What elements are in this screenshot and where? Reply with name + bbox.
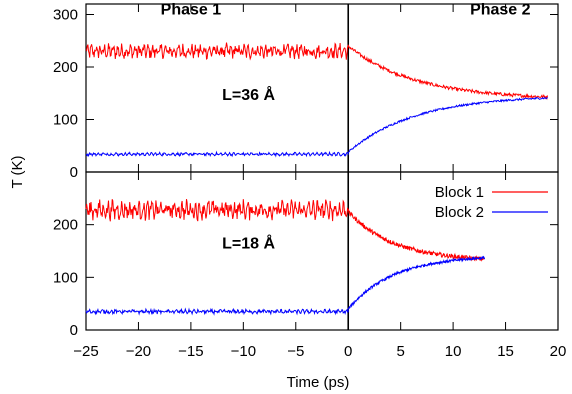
x-tick-label-9: 20 bbox=[550, 343, 567, 360]
x-tick-label-4: −5 bbox=[287, 343, 304, 360]
x-tick-label-1: −20 bbox=[126, 343, 151, 360]
legend-label-1: Block 1 bbox=[435, 184, 484, 201]
x-tick-label-6: 5 bbox=[396, 343, 404, 360]
x-tick-label-3: −10 bbox=[231, 343, 256, 360]
x-tick-label-7: 10 bbox=[445, 343, 462, 360]
series-line-top-2 bbox=[85, 96, 548, 158]
y-tick-label-top-2: 200 bbox=[53, 59, 78, 76]
series-line-bottom-2 bbox=[85, 255, 486, 316]
y-tick-label-bottom-1: 100 bbox=[53, 269, 78, 286]
x-tick-label-5: 0 bbox=[344, 343, 352, 360]
panel-frame-top bbox=[85, 3, 559, 173]
annotation-top-0: Phase 1 bbox=[161, 2, 222, 19]
y-tick-label-top-0: 0 bbox=[70, 164, 78, 181]
x-tick-label-8: 15 bbox=[497, 343, 514, 360]
panel-frame-bottom bbox=[85, 171, 559, 331]
y-tick-label-top-1: 100 bbox=[53, 112, 78, 129]
y-tick-label-bottom-2: 200 bbox=[53, 217, 78, 234]
y-tick-label-bottom-0: 0 bbox=[70, 322, 78, 339]
series-line-bottom-1 bbox=[85, 199, 485, 262]
annotation-top-1: Phase 2 bbox=[470, 2, 531, 19]
y-axis-title: T (K) bbox=[9, 155, 26, 188]
annotation-top-2: L=36 Å bbox=[222, 85, 275, 104]
legend-label-2: Block 2 bbox=[435, 204, 484, 221]
series-line-top-1 bbox=[85, 42, 548, 101]
x-axis-title: Time (ps) bbox=[287, 374, 350, 391]
x-tick-label-0: −25 bbox=[73, 343, 98, 360]
y-tick-label-top-3: 300 bbox=[53, 7, 78, 24]
annotation-bottom-0: L=18 Å bbox=[222, 233, 275, 252]
x-tick-label-2: −15 bbox=[178, 343, 203, 360]
